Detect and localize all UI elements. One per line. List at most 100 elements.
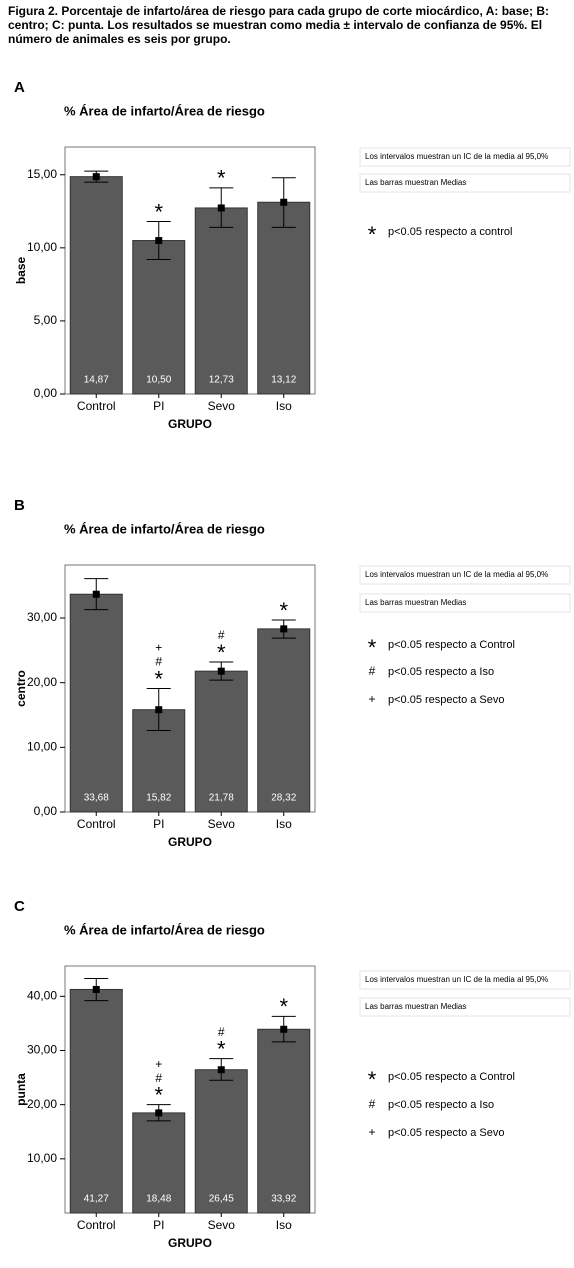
legend-text: p<0.05 respecto a Control — [388, 1071, 515, 1083]
value-label: 14,87 — [84, 375, 109, 386]
x-tick-label: Sevo — [208, 399, 236, 413]
mean-marker — [92, 590, 100, 598]
legend-symbol: * — [368, 222, 377, 247]
significance-marker: * — [154, 199, 163, 224]
y-axis-label: centro — [14, 670, 28, 707]
y-axis-label: punta — [14, 1073, 28, 1106]
x-tick-label: Iso — [276, 1218, 292, 1232]
y-tick-label: 20,00 — [27, 1097, 57, 1111]
y-tick-label: 0,00 — [34, 804, 58, 818]
panel-letter: A — [14, 79, 25, 96]
bar — [257, 1028, 311, 1214]
x-tick-label: Sevo — [208, 817, 236, 831]
significance-marker: + — [155, 1057, 162, 1071]
mean-marker — [280, 1025, 288, 1033]
mean-marker — [217, 667, 225, 675]
value-label: 15,82 — [146, 793, 171, 804]
value-label: 26,45 — [209, 1194, 234, 1205]
legend-text: p<0.05 respecto a Iso — [388, 1099, 494, 1111]
chart-title: % Área de infarto/Área de riesgo — [64, 103, 265, 118]
note-box — [359, 173, 571, 193]
x-axis-label: GRUPO — [168, 1236, 212, 1250]
significance-marker: * — [279, 598, 288, 623]
x-tick-label: PI — [153, 817, 164, 831]
y-axis-label: base — [14, 257, 28, 285]
x-axis-label: GRUPO — [168, 835, 212, 849]
x-tick-label: PI — [153, 399, 164, 413]
bar — [257, 201, 311, 395]
y-tick-label: 5,00 — [34, 313, 58, 327]
note: Las barras muestran Medias — [365, 598, 466, 607]
mean-marker — [92, 985, 100, 993]
mean-marker — [280, 198, 288, 206]
caption: Figura 2. Porcentaje de infarto/área de … — [8, 4, 550, 46]
y-tick-label: 0,00 — [34, 386, 58, 400]
significance-marker: + — [155, 641, 162, 655]
significance-marker: * — [217, 640, 226, 665]
significance-marker: * — [279, 994, 288, 1019]
x-tick-label: PI — [153, 1218, 164, 1232]
x-tick-label: Iso — [276, 399, 292, 413]
significance-marker: # — [218, 628, 225, 642]
chart-title: % Área de infarto/Área de riesgo — [64, 521, 265, 536]
y-tick-label: 30,00 — [27, 610, 57, 624]
bar — [132, 1112, 186, 1214]
significance-marker: * — [154, 666, 163, 691]
legend-symbol: * — [368, 635, 377, 660]
legend-text: p<0.05 respecto a Sevo — [388, 694, 505, 706]
bar — [69, 176, 123, 395]
note-box — [359, 970, 571, 990]
mean-marker — [92, 173, 100, 181]
note: Los intervalos muestran un IC de la medi… — [365, 975, 548, 984]
y-tick-label: 30,00 — [27, 1043, 57, 1057]
value-label: 41,27 — [84, 1194, 109, 1205]
note: Las barras muestran Medias — [365, 178, 466, 187]
x-tick-label: Iso — [276, 817, 292, 831]
note-box — [359, 997, 571, 1017]
value-label: 10,50 — [146, 375, 171, 386]
note: Las barras muestran Medias — [365, 1002, 466, 1011]
bar — [69, 593, 123, 813]
bar — [257, 628, 311, 813]
legend-text: p<0.05 respecto a control — [388, 226, 512, 238]
note: Los intervalos muestran un IC de la medi… — [365, 570, 548, 579]
y-tick-label: 10,00 — [27, 740, 57, 754]
legend-symbol: * — [368, 1067, 377, 1092]
value-label: 28,32 — [271, 793, 296, 804]
bar — [194, 1069, 248, 1214]
panel-letter: B — [14, 497, 25, 514]
legend-symbol: # — [369, 1097, 376, 1111]
mean-marker — [280, 625, 288, 633]
significance-marker: * — [217, 1036, 226, 1061]
x-tick-label: Control — [77, 817, 116, 831]
significance-marker: * — [217, 166, 226, 191]
significance-marker: * — [154, 1082, 163, 1107]
legend-text: p<0.05 respecto a Sevo — [388, 1127, 505, 1139]
y-tick-label: 10,00 — [27, 1151, 57, 1165]
significance-marker: # — [218, 1025, 225, 1039]
y-tick-label: 15,00 — [27, 167, 57, 181]
bar — [69, 988, 123, 1214]
significance-marker: # — [155, 655, 162, 669]
x-tick-label: Control — [77, 399, 116, 413]
x-tick-label: Sevo — [208, 1218, 236, 1232]
significance-marker: # — [155, 1071, 162, 1085]
note-box — [359, 593, 571, 613]
mean-marker — [217, 204, 225, 212]
value-label: 13,12 — [271, 375, 296, 386]
legend-symbol: + — [368, 1125, 375, 1139]
note: Los intervalos muestran un IC de la medi… — [365, 152, 548, 161]
mean-marker — [155, 237, 163, 245]
y-tick-label: 40,00 — [27, 989, 57, 1003]
chart-title: % Área de infarto/Área de riesgo — [64, 922, 265, 937]
mean-marker — [155, 1109, 163, 1117]
legend-text: p<0.05 respecto a Control — [388, 639, 515, 651]
legend-text: p<0.05 respecto a Iso — [388, 666, 494, 678]
mean-marker — [217, 1066, 225, 1074]
value-label: 18,48 — [146, 1194, 171, 1205]
y-tick-label: 20,00 — [27, 675, 57, 689]
panel-letter: C — [14, 898, 25, 915]
bar — [194, 670, 248, 813]
